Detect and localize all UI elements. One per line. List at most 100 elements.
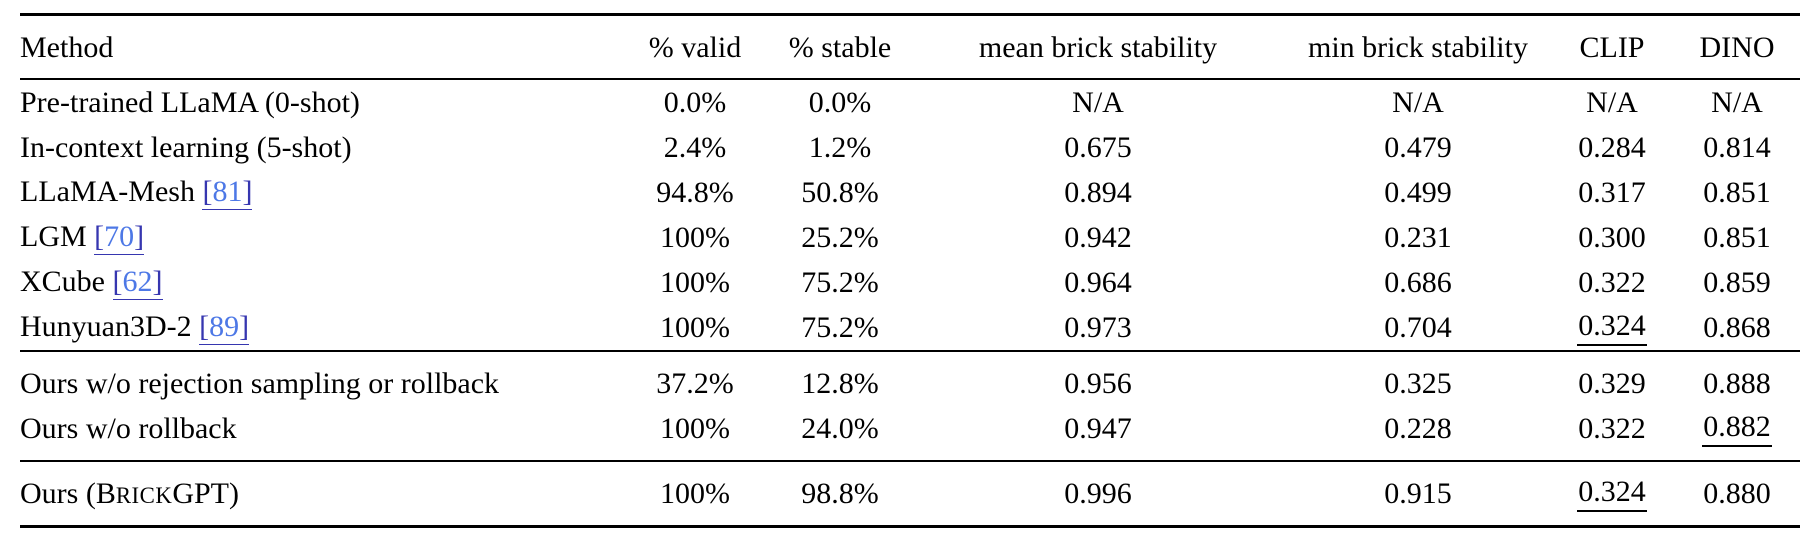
column-header-min_stability: min brick stability [1308, 30, 1528, 64]
citation-link[interactable]: [62] [112, 265, 163, 300]
cell-dino: 0.882 [1674, 406, 1800, 461]
method-name-text: Hunyuan3D-2 [20, 310, 192, 343]
cell-method: LGM [70] [20, 215, 620, 260]
cell-mean_stability: 0.996 [1064, 477, 1132, 510]
cell-method: Ours w/o rejection sampling or rollback [20, 351, 620, 406]
cell-stable: 0.0% [808, 86, 872, 119]
method-name-text: Ours w/o rollback [20, 412, 237, 445]
table-row: Ours (BRICKGPT) 100% 98.8% 0.996 0.915 0.324 0… [20, 461, 1800, 527]
cell-mean_stability: 0.956 [1064, 367, 1132, 400]
column-header-valid: % valid [648, 30, 742, 64]
cell-dino: 0.859 [1703, 266, 1771, 299]
cell-clip: 0.322 [1578, 412, 1646, 445]
cell-valid: 100% [660, 221, 730, 254]
cell-mean_stability: 0.942 [1064, 221, 1132, 254]
cell-method: In-context learning (5-shot) [20, 125, 620, 170]
cell-stable: 12.8% [801, 367, 879, 400]
cell-method: Hunyuan3D-2 [89] [20, 305, 620, 351]
cell-stable: 75.2% [801, 311, 879, 344]
citation-link[interactable]: [81] [202, 175, 253, 210]
row-group-baselines: Pre-trained LLaMA (0-shot) 0.0% 0.0% N/A N/A… [20, 79, 1800, 351]
cell-mean_stability: N/A [1072, 86, 1124, 119]
row-group-ablations: Ours w/o rejection sampling or rollback 3… [20, 351, 1800, 461]
cell-min_stability: 0.915 [1384, 477, 1452, 510]
table-row: In-context learning (5-shot) 2.4% 1.2% 0.67… [20, 125, 1800, 170]
cell-stable: 75.2% [801, 266, 879, 299]
citation-text: [81] [202, 175, 253, 210]
cell-mean_stability: 0.894 [1064, 176, 1132, 209]
column-header-mean_stability: mean brick stability [978, 30, 1218, 64]
cell-valid: 94.8% [656, 176, 734, 209]
cell-dino: 0.851 [1703, 176, 1771, 209]
cell-stable: 24.0% [801, 412, 879, 445]
header-row: Method % valid % stable mean brick stabilit… [20, 15, 1800, 79]
results-table-wrap: Method % valid % stable mean brick stabilit… [20, 13, 1800, 528]
table-row: Pre-trained LLaMA (0-shot) 0.0% 0.0% N/A N/A… [20, 79, 1800, 125]
results-table-header: Method % valid % stable mean brick stabilit… [20, 15, 1800, 79]
method-name-text: In-context learning (5-shot) [20, 131, 352, 164]
cell-dino: N/A [1711, 86, 1763, 119]
cell-min_stability: 0.231 [1384, 221, 1452, 254]
cell-stable: 50.8% [801, 176, 879, 209]
method-name-text: XCube [20, 265, 105, 298]
method-name-text: GPT) [172, 477, 239, 510]
citation-text: [70] [94, 220, 145, 255]
table-row: LGM [70] 100% 25.2% 0.942 0.231 0.300 0.851 [20, 215, 1800, 260]
table-row: Ours w/o rejection sampling or rollback 3… [20, 351, 1800, 406]
table-row: Ours w/o rollback 100% 24.0% 0.947 0.228 0.32… [20, 406, 1800, 461]
method-name-text: LGM [20, 220, 87, 253]
column-header-clip: CLIP [1579, 30, 1645, 64]
cell-clip: N/A [1586, 86, 1638, 119]
table-row: Hunyuan3D-2 [89] 100% 75.2% 0.973 0.704 0.324… [20, 305, 1800, 351]
cell-dino: 0.814 [1703, 131, 1771, 164]
cell-valid: 100% [660, 412, 730, 445]
cell-valid: 100% [660, 311, 730, 344]
citation-link[interactable]: [89] [199, 310, 250, 345]
cell-min_stability: 0.228 [1384, 412, 1452, 445]
citation-text: [62] [112, 265, 163, 300]
cell-clip: 0.284 [1578, 131, 1646, 164]
cell-min_stability: 0.479 [1384, 131, 1452, 164]
cell-clip: 0.329 [1578, 367, 1646, 400]
method-name-smallcaps: RICK [115, 483, 173, 508]
cell-mean_stability: 0.973 [1064, 311, 1132, 344]
cell-min_stability: N/A [1392, 86, 1444, 119]
citation-link[interactable]: [70] [94, 220, 145, 255]
cell-valid: 100% [660, 477, 730, 510]
cell-valid: 100% [660, 266, 730, 299]
cell-clip: 0.324 [1550, 461, 1674, 527]
column-header-method: Method [20, 30, 114, 64]
cell-dino: 0.888 [1703, 367, 1771, 400]
cell-method: Ours (BRICKGPT) [20, 461, 620, 527]
cell-clip: 0.317 [1578, 176, 1646, 209]
results-table: Method % valid % stable mean brick stabilit… [20, 13, 1800, 528]
method-name-text: Pre-trained LLaMA (0-shot) [20, 86, 360, 119]
method-name-text: LLaMA-Mesh [20, 175, 195, 208]
cell-stable: 98.8% [801, 477, 879, 510]
method-name-text: Ours (B [20, 477, 116, 510]
cell-clip: 0.322 [1578, 266, 1646, 299]
row-group-ours: Ours (BRICKGPT) 100% 98.8% 0.996 0.915 0.324 0… [20, 461, 1800, 527]
cell-dino: 0.851 [1703, 221, 1771, 254]
cell-method: XCube [62] [20, 260, 620, 305]
column-header-stable: % stable [788, 30, 892, 64]
table-row: LLaMA-Mesh [81] 94.8% 50.8% 0.894 0.499 0.317… [20, 170, 1800, 215]
cell-method: Pre-trained LLaMA (0-shot) [20, 79, 620, 125]
cell-mean_stability: 0.947 [1064, 412, 1132, 445]
cell-dino: 0.880 [1703, 477, 1771, 510]
underlined-value: 0.324 [1577, 475, 1647, 512]
cell-valid: 2.4% [663, 131, 727, 164]
cell-clip: 0.300 [1578, 221, 1646, 254]
citation-text: [89] [199, 310, 250, 345]
cell-valid: 37.2% [656, 367, 734, 400]
cell-dino: 0.868 [1703, 311, 1771, 344]
table-row: XCube [62] 100% 75.2% 0.964 0.686 0.322 0.859 [20, 260, 1800, 305]
cell-stable: 25.2% [801, 221, 879, 254]
cell-method: Ours w/o rollback [20, 406, 620, 461]
cell-clip: 0.324 [1550, 305, 1674, 351]
cell-mean_stability: 0.964 [1064, 266, 1132, 299]
column-header-dino: DINO [1699, 30, 1775, 64]
cell-min_stability: 0.704 [1384, 311, 1452, 344]
method-name-text: Ours w/o rejection sampling or rollback [20, 367, 500, 400]
cell-min_stability: 0.499 [1384, 176, 1452, 209]
